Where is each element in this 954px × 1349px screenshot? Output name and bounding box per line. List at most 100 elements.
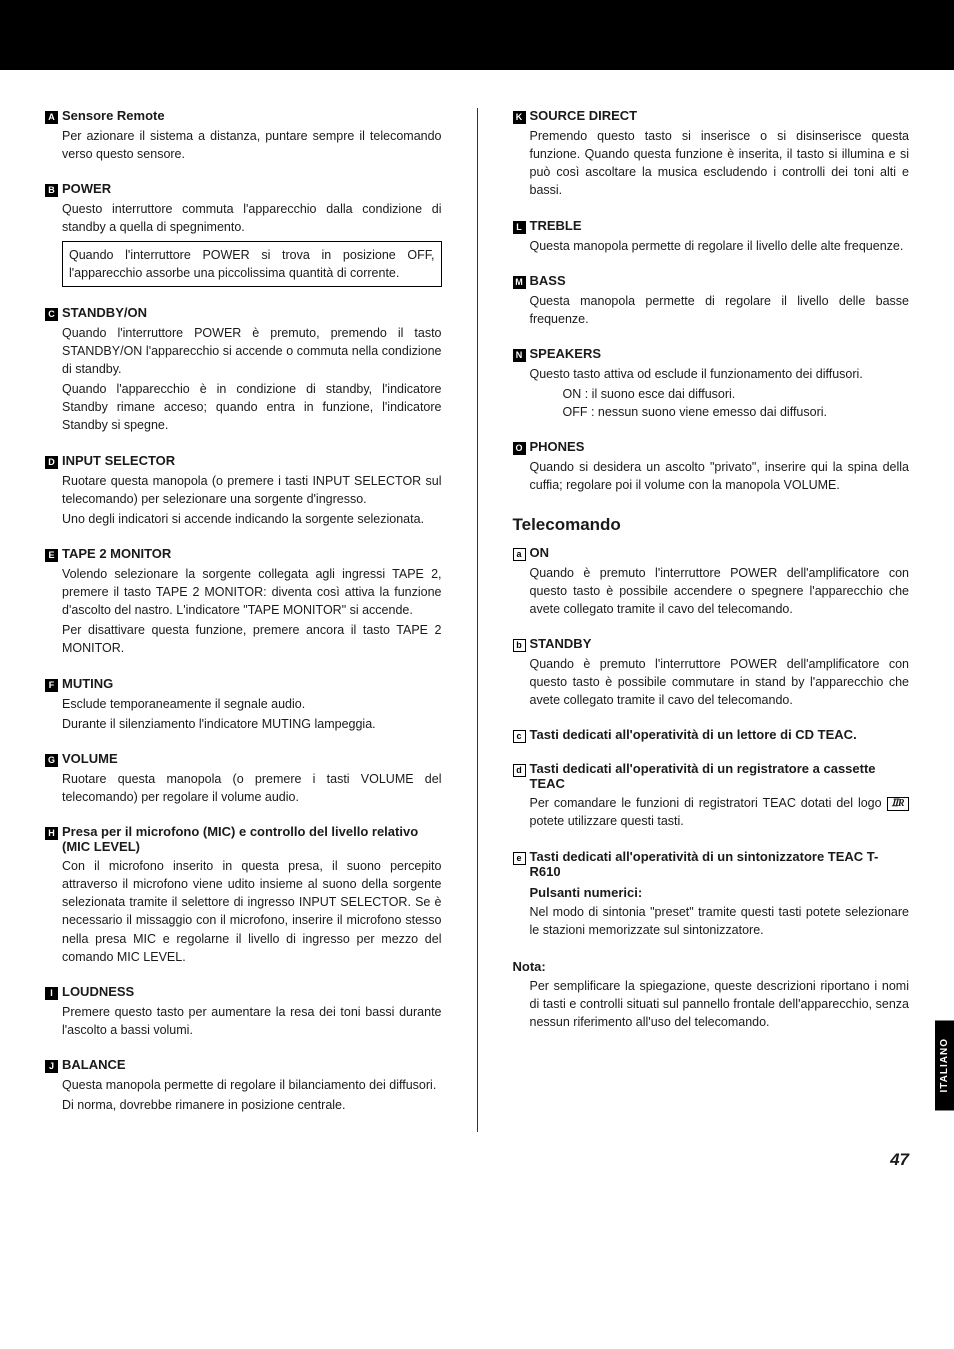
body-paragraph: Quando è premuto l'interruttore POWER de… (530, 655, 910, 709)
section-title: INPUT SELECTOR (62, 453, 175, 468)
body-paragraph: Di norma, dovrebbe rimanere in posizione… (62, 1096, 442, 1114)
section-body: Quando si desidera un ascolto "privato",… (513, 458, 910, 494)
section-body: Ruotare questa manopola (o premere i tas… (45, 472, 442, 528)
section-header: ILOUDNESS (45, 984, 442, 1000)
section: N SPEAKERS Questo tasto attiva od esclude … (513, 346, 910, 421)
section-body: Questa manopola permette di regolare il … (45, 1076, 442, 1114)
section-body: Volendo selezionare la sorgente collegat… (45, 565, 442, 658)
section-title: Presa per il microfono (MIC) e controllo… (62, 824, 442, 854)
body-paragraph: Durante il silenziamento l'indicatore MU… (62, 715, 442, 733)
text-span: potete utilizzare questi tasti. (530, 814, 684, 828)
section-header: dTasti dedicati all'operatività di un re… (513, 761, 910, 791)
section-header: JBALANCE (45, 1057, 442, 1073)
body-paragraph: Nel modo di sintonia "preset" tramite qu… (530, 903, 910, 939)
body-paragraph: Per azionare il sistema a distanza, punt… (62, 127, 442, 163)
section-title: Tasti dedicati all'operatività di un reg… (530, 761, 910, 791)
section: ASensore Remote Per azionare il sistema a… (45, 108, 442, 163)
section: c Tasti dedicati all'operatività di un le… (513, 727, 910, 743)
section: e Tasti dedicati all'operatività di un si… (513, 849, 910, 939)
body-paragraph: Ruotare questa manopola (o premere i tas… (62, 472, 442, 508)
section-title: BASS (530, 273, 566, 288)
telecomando-heading: Telecomando (513, 515, 910, 535)
section-title: ON (530, 545, 550, 560)
section-body: Esclude temporaneamente il segnale audio… (45, 695, 442, 733)
section-marker: D (45, 456, 58, 469)
section-marker: b (513, 639, 526, 652)
section-title: Tasti dedicati all'operatività di un sin… (530, 849, 910, 879)
body-paragraph: Questo interruttore commuta l'apparecchi… (62, 200, 442, 236)
section-header: N SPEAKERS (513, 346, 910, 362)
section-title: TREBLE (530, 218, 582, 233)
section-marker: I (45, 987, 58, 1000)
body-paragraph: Esclude temporaneamente il segnale audio… (62, 695, 442, 713)
section-title: Tasti dedicati all'operatività di un let… (530, 727, 857, 742)
section-header: c Tasti dedicati all'operatività di un le… (513, 727, 910, 743)
section-header: ASensore Remote (45, 108, 442, 124)
section-body: Con il microfono inserito in questa pres… (45, 857, 442, 966)
section: LTREBLEQuesta manopola permette di regol… (513, 218, 910, 255)
section-body: Nel modo di sintonia "preset" tramite qu… (513, 903, 910, 939)
section-marker: C (45, 308, 58, 321)
section-body: Ruotare questa manopola (o premere i tas… (45, 770, 442, 806)
section: ILOUDNESS Premere questo tasto per aument… (45, 984, 442, 1039)
section-body: Per azionare il sistema a distanza, punt… (45, 127, 442, 163)
section-header: b STANDBY (513, 636, 910, 652)
section-header: e Tasti dedicati all'operatività di un si… (513, 849, 910, 879)
section-header: OPHONES (513, 439, 910, 455)
indented-list: ON : il suono esce dai diffusori.OFF : n… (513, 385, 910, 421)
section-title: SOURCE DIRECT (530, 108, 638, 123)
body-paragraph: Con il microfono inserito in questa pres… (62, 857, 442, 966)
section-body: Quando è premuto l'interruttore POWER de… (513, 564, 910, 618)
section-marker: B (45, 184, 58, 197)
section-marker: F (45, 679, 58, 692)
section-title: PHONES (530, 439, 585, 454)
section-title: VOLUME (62, 751, 118, 766)
section-marker: a (513, 548, 526, 561)
column-divider (477, 108, 478, 1132)
section-body: Premendo questo tasto si inserisce o si … (513, 127, 910, 200)
section-title: STANDBY/ON (62, 305, 147, 320)
body-paragraph: Per comandare le funzioni di registrator… (530, 794, 910, 830)
sub-heading: Pulsanti numerici: (513, 885, 910, 900)
section: MBASSQuesta manopola permette di regolar… (513, 273, 910, 328)
section: dTasti dedicati all'operatività di un re… (513, 761, 910, 830)
page-number: 47 (890, 1150, 909, 1170)
note-body: Per semplificare la spiegazione, queste … (513, 977, 910, 1031)
section-header: F MUTING (45, 676, 442, 692)
section-body: Questo tasto attiva od esclude il funzio… (513, 365, 910, 383)
section-body: Questo interruttore commuta l'apparecchi… (45, 200, 442, 236)
page-content: ASensore Remote Per azionare il sistema a… (0, 70, 954, 1152)
section: D INPUT SELECTOR Ruotare questa manopola (… (45, 453, 442, 528)
section-title: POWER (62, 181, 111, 196)
section-header: KSOURCE DIRECT (513, 108, 910, 124)
note-label: Nota: (513, 959, 910, 974)
body-paragraph: Questa manopola permette di regolare il … (530, 292, 910, 328)
body-paragraph: Ruotare questa manopola (o premere i tas… (62, 770, 442, 806)
list-item: ON : il suono esce dai diffusori. (563, 385, 910, 403)
section-marker: e (513, 852, 526, 865)
section-header: ETAPE 2 MONITOR (45, 546, 442, 562)
section-marker: c (513, 730, 526, 743)
list-item: OFF : nessun suono viene emesso dai diff… (563, 403, 910, 421)
body-paragraph: Questo tasto attiva od esclude il funzio… (530, 365, 910, 383)
section: KSOURCE DIRECT Premendo questo tasto si i… (513, 108, 910, 200)
section-body: Quando l'interruttore POWER è premuto, p… (45, 324, 442, 435)
section: ETAPE 2 MONITOR Volendo selezionare la so… (45, 546, 442, 658)
section: B POWER Questo interruttore commuta l'appa… (45, 181, 442, 287)
body-paragraph: Quando l'apparecchio è in condizione di … (62, 380, 442, 434)
right-column: KSOURCE DIRECT Premendo questo tasto si i… (503, 108, 910, 1132)
body-paragraph: Per disattivare questa funzione, premere… (62, 621, 442, 657)
section: OPHONES Quando si desidera un ascolto "pr… (513, 439, 910, 494)
section-marker: H (45, 827, 58, 840)
body-paragraph: Premere questo tasto per aumentare la re… (62, 1003, 442, 1039)
section-title: Sensore Remote (62, 108, 165, 123)
section: F MUTING Esclude temporaneamente il segnal… (45, 676, 442, 733)
section-title: STANDBY (530, 636, 592, 651)
section-body: Quando è premuto l'interruttore POWER de… (513, 655, 910, 709)
note-block: Nota: Per semplificare la spiegazione, q… (513, 959, 910, 1031)
section-title: SPEAKERS (530, 346, 602, 361)
section-marker: J (45, 1060, 58, 1073)
section-marker: N (513, 349, 526, 362)
section-title: MUTING (62, 676, 113, 691)
section: GVOLUMERuotare questa manopola (o premer… (45, 751, 442, 806)
